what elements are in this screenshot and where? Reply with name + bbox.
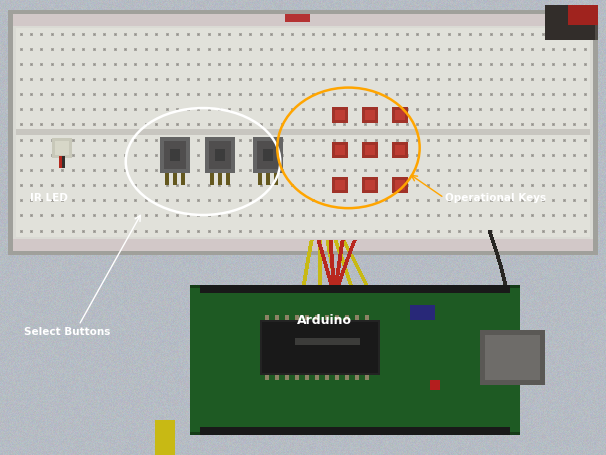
Text: IR LED: IR LED bbox=[30, 193, 68, 203]
Text: Arduino: Arduino bbox=[297, 314, 351, 327]
Text: Operational Keys: Operational Keys bbox=[445, 193, 547, 203]
Text: Select Buttons: Select Buttons bbox=[24, 327, 111, 337]
